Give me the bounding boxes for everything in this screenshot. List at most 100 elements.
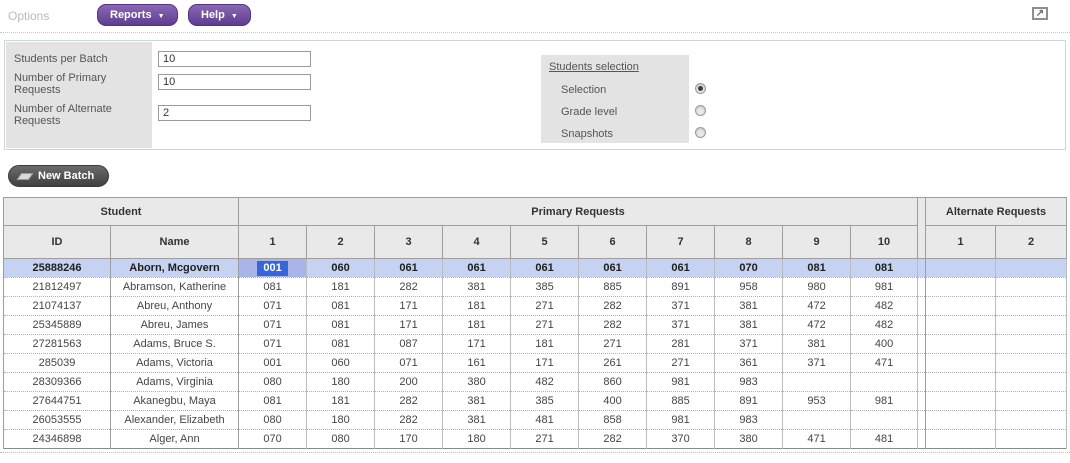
request-cell[interactable] <box>850 410 919 430</box>
request-cell[interactable]: 081 <box>850 258 919 278</box>
table-row[interactable]: 21812497 Abramson, Katherine 081 181 282 381 3… <box>3 277 1068 297</box>
request-cell[interactable]: 481 <box>510 410 580 430</box>
request-cell[interactable]: 200 <box>374 372 444 392</box>
request-cell[interactable]: 361 <box>714 353 784 373</box>
request-cell[interactable]: 958 <box>714 277 784 297</box>
request-cell[interactable]: 371 <box>646 315 716 335</box>
request-cell[interactable]: 381 <box>442 277 512 297</box>
request-cell[interactable]: 282 <box>374 277 444 297</box>
request-cell[interactable]: 271 <box>578 334 648 354</box>
request-cell[interactable]: 380 <box>442 372 512 392</box>
request-cell[interactable]: 885 <box>578 277 648 297</box>
request-cell[interactable]: 180 <box>306 410 376 430</box>
request-cell[interactable]: 061 <box>646 258 716 278</box>
selected-cell[interactable]: 001 <box>257 260 288 276</box>
request-cell[interactable]: 061 <box>374 258 444 278</box>
request-cell[interactable]: 161 <box>442 353 512 373</box>
request-cell[interactable]: 171 <box>374 296 444 316</box>
request-cell[interactable]: 282 <box>578 429 648 449</box>
request-cell[interactable]: 482 <box>510 372 580 392</box>
request-cell[interactable]: 282 <box>374 410 444 430</box>
request-cell[interactable]: 070 <box>714 258 784 278</box>
alt-request-cell[interactable] <box>925 315 997 335</box>
options-menu-item[interactable]: Options <box>8 9 50 23</box>
request-cell[interactable]: 860 <box>578 372 648 392</box>
request-cell[interactable]: 400 <box>578 391 648 411</box>
request-cell[interactable]: 981 <box>850 277 919 297</box>
request-cell[interactable]: 885 <box>646 391 716 411</box>
alt-request-cell[interactable] <box>925 258 997 278</box>
request-cell[interactable]: 281 <box>646 334 716 354</box>
request-cell[interactable]: 081 <box>238 391 308 411</box>
alt-request-cell[interactable] <box>925 372 997 392</box>
request-cell[interactable]: 180 <box>306 372 376 392</box>
request-cell[interactable]: 482 <box>850 315 919 335</box>
alt-request-cell[interactable] <box>995 429 1068 449</box>
request-cell[interactable]: 381 <box>442 410 512 430</box>
request-cell[interactable] <box>782 372 852 392</box>
request-cell[interactable]: 282 <box>578 315 648 335</box>
alt-request-cell[interactable] <box>995 372 1068 392</box>
request-cell[interactable]: 060 <box>306 353 376 373</box>
request-cell[interactable]: 472 <box>782 296 852 316</box>
request-cell[interactable]: 080 <box>306 429 376 449</box>
request-cell[interactable]: 171 <box>442 334 512 354</box>
alt-request-cell[interactable] <box>925 391 997 411</box>
request-cell[interactable]: 381 <box>714 296 784 316</box>
table-row[interactable]: 285039 Adams, Victoria 001 060 071 161 171 261 2… <box>3 353 1068 373</box>
alt-request-cell[interactable] <box>925 429 997 449</box>
request-cell[interactable]: 081 <box>782 258 852 278</box>
alternate-requests-count-input[interactable] <box>158 105 311 121</box>
request-cell[interactable]: 061 <box>578 258 648 278</box>
request-cell[interactable]: 980 <box>782 277 852 297</box>
request-cell[interactable]: 071 <box>238 296 308 316</box>
request-cell[interactable]: 071 <box>238 315 308 335</box>
request-cell[interactable]: 472 <box>782 315 852 335</box>
request-cell[interactable]: 181 <box>442 296 512 316</box>
table-row[interactable]: 27281563 Adams, Bruce S. 071 081 087 171 181 27… <box>3 334 1068 354</box>
request-cell[interactable]: 071 <box>238 334 308 354</box>
request-cell[interactable]: 380 <box>714 429 784 449</box>
request-cell[interactable]: 081 <box>306 315 376 335</box>
request-cell[interactable]: 983 <box>714 372 784 392</box>
alt-request-cell[interactable] <box>925 353 997 373</box>
request-cell[interactable]: 070 <box>238 429 308 449</box>
alt-request-cell[interactable] <box>995 296 1068 316</box>
request-cell[interactable]: 482 <box>850 296 919 316</box>
table-row[interactable]: 24346898 Alger, Ann 070 080 170 180 271 282 370 3… <box>3 429 1068 449</box>
request-cell[interactable]: 081 <box>238 277 308 297</box>
alt-request-cell[interactable] <box>925 296 997 316</box>
request-cell[interactable]: 081 <box>306 296 376 316</box>
alt-request-cell[interactable] <box>925 277 997 297</box>
help-button[interactable]: Help ▼ <box>188 4 251 26</box>
request-cell[interactable]: 282 <box>374 391 444 411</box>
request-cell[interactable]: 385 <box>510 391 580 411</box>
request-cell[interactable]: 061 <box>442 258 512 278</box>
request-cell[interactable]: 181 <box>306 277 376 297</box>
alt-request-cell[interactable] <box>925 410 997 430</box>
request-cell[interactable]: 858 <box>578 410 648 430</box>
radio-grade-level[interactable] <box>695 105 706 116</box>
request-cell[interactable]: 385 <box>510 277 580 297</box>
request-cell[interactable]: 261 <box>578 353 648 373</box>
request-cell[interactable]: 181 <box>442 315 512 335</box>
request-cell[interactable]: 271 <box>510 315 580 335</box>
alt-request-cell[interactable] <box>995 410 1068 430</box>
reports-button[interactable]: Reports ▼ <box>97 4 178 26</box>
request-cell[interactable] <box>850 372 919 392</box>
table-row[interactable]: 25345889 Abreu, James 071 081 171 181 271 282 37… <box>3 315 1068 335</box>
table-row[interactable]: 21074137 Abreu, Anthony 071 081 171 181 271 282… <box>3 296 1068 316</box>
request-cell[interactable]: 381 <box>714 315 784 335</box>
alt-request-cell[interactable] <box>995 315 1068 335</box>
request-cell[interactable]: 061 <box>510 258 580 278</box>
request-cell[interactable]: 381 <box>442 391 512 411</box>
request-cell[interactable]: 471 <box>782 429 852 449</box>
alt-request-cell[interactable] <box>995 334 1068 354</box>
request-cell[interactable]: 981 <box>646 372 716 392</box>
request-cell[interactable]: 371 <box>782 353 852 373</box>
request-cell[interactable]: 060 <box>306 258 376 278</box>
request-cell[interactable]: 400 <box>850 334 919 354</box>
request-cell[interactable]: 271 <box>646 353 716 373</box>
request-cell[interactable]: 983 <box>714 410 784 430</box>
request-cell[interactable]: 170 <box>374 429 444 449</box>
